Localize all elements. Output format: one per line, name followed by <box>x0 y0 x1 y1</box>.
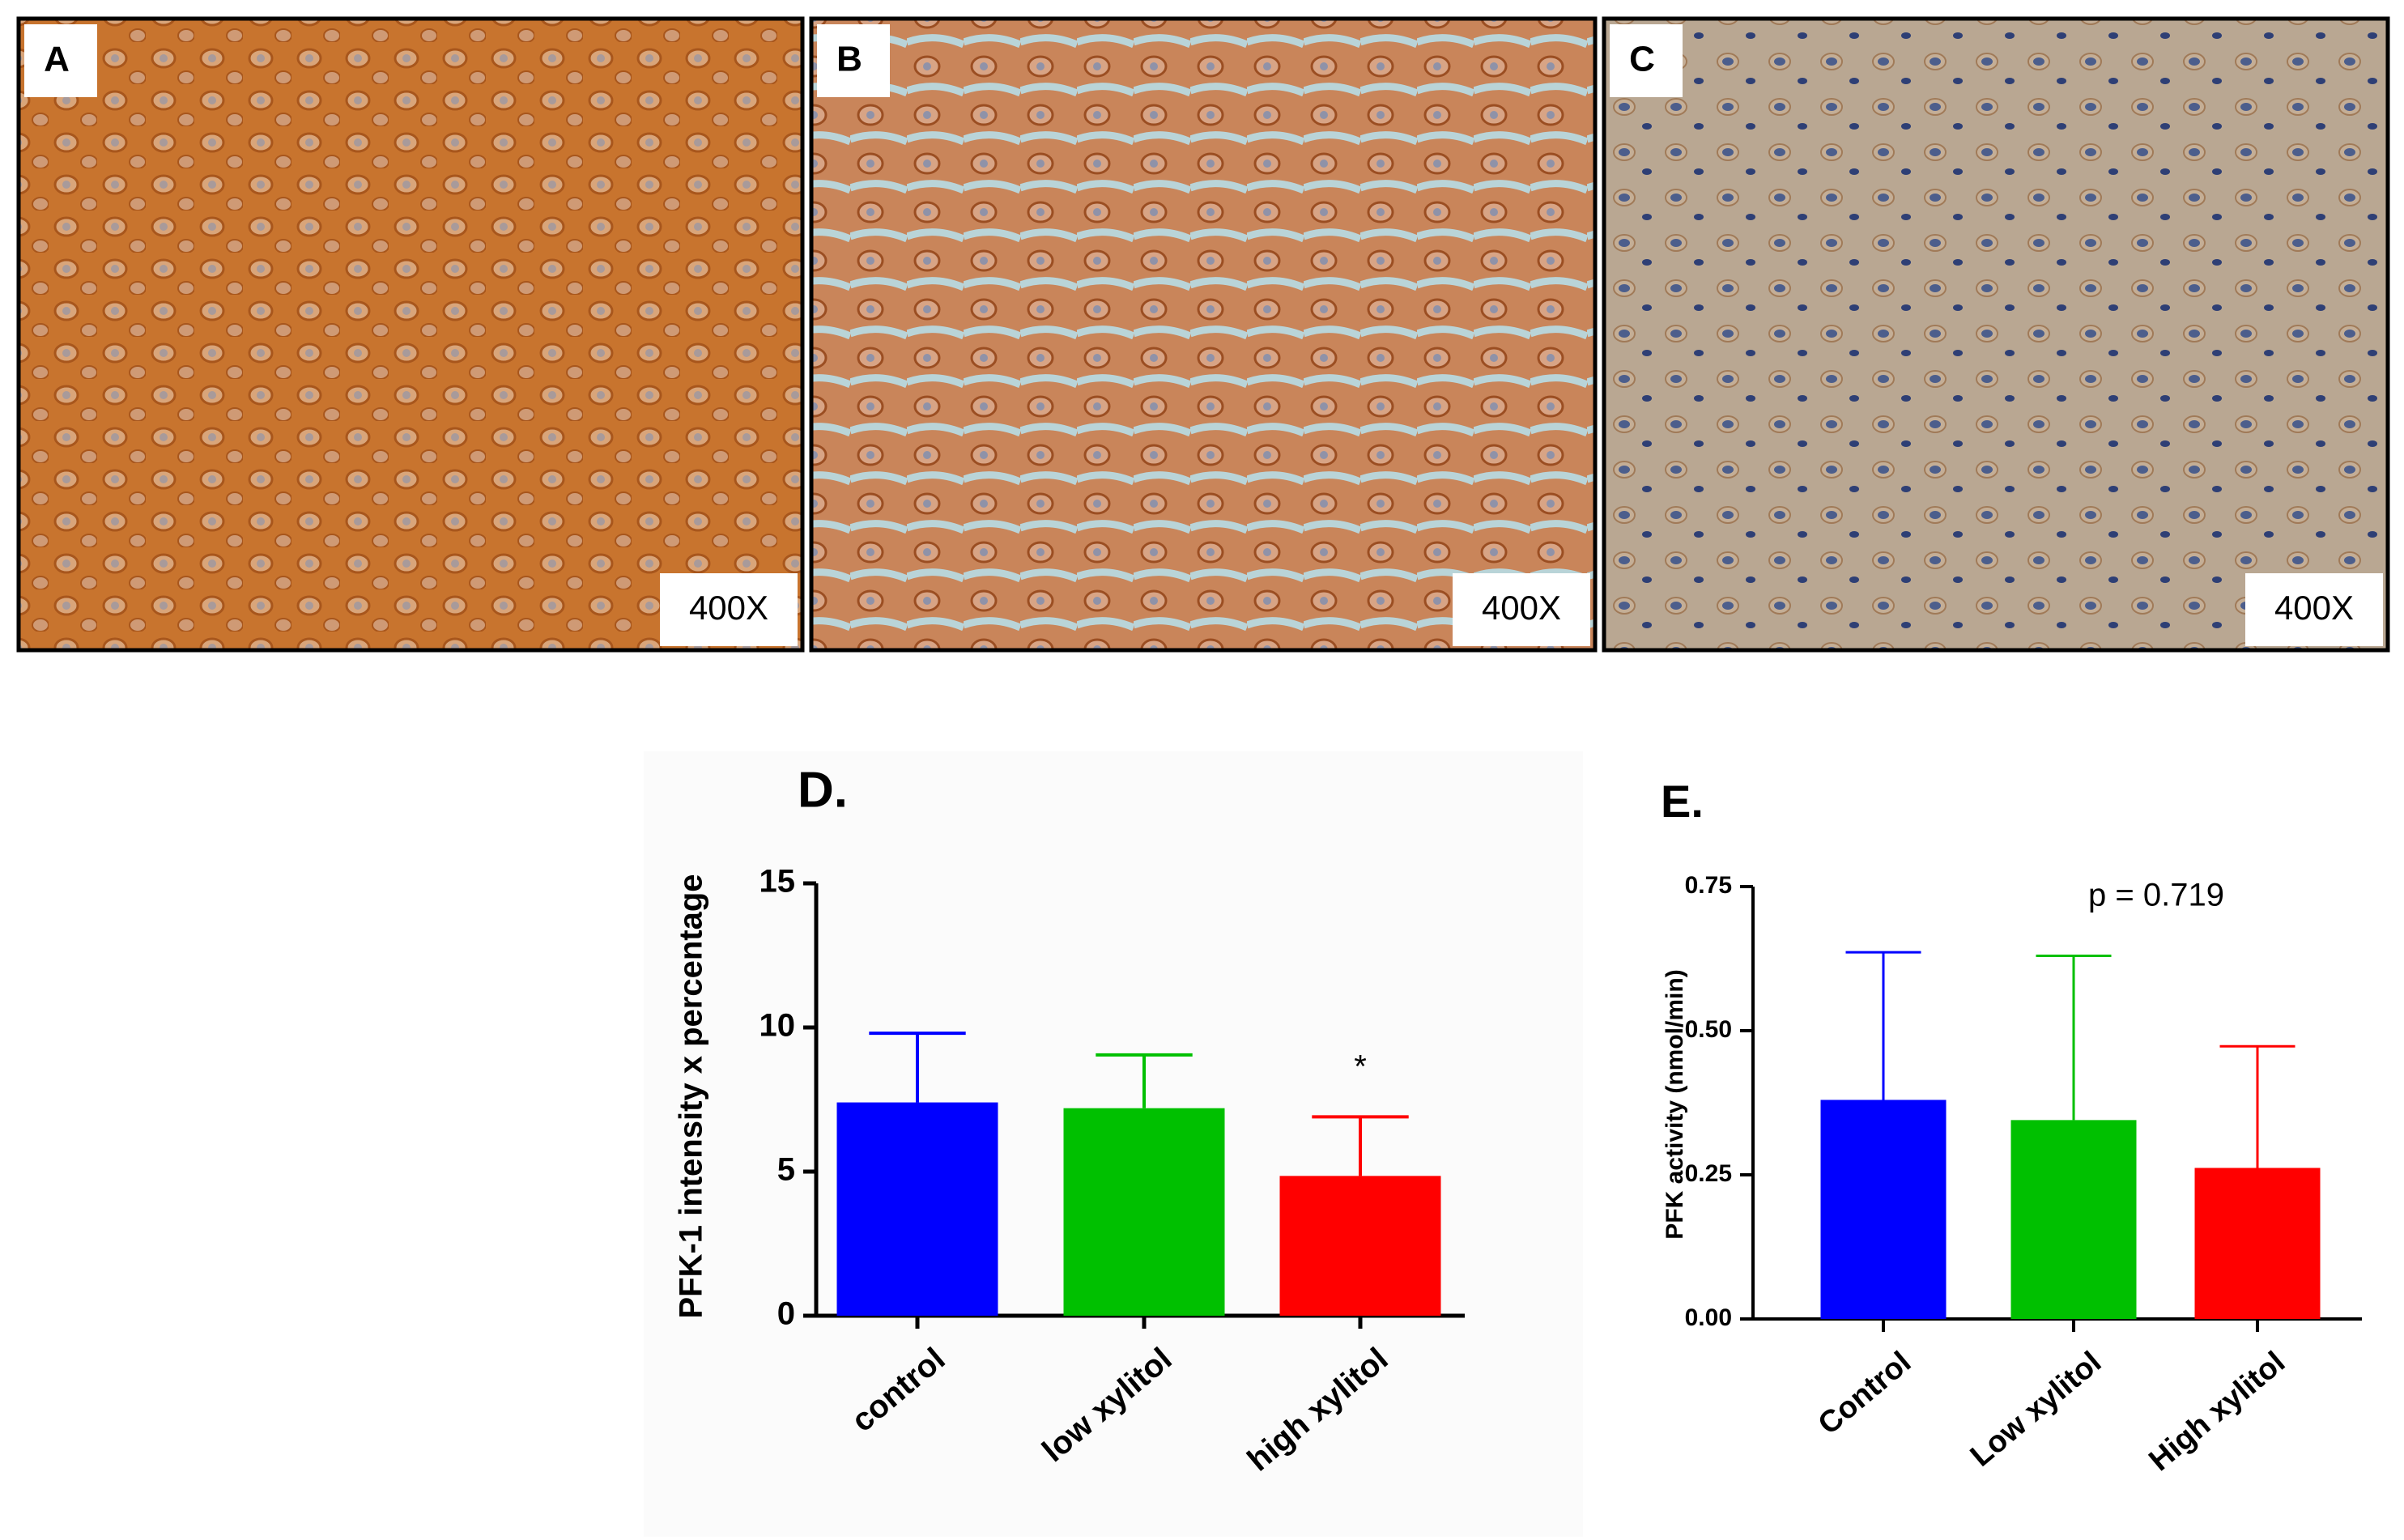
annotation: p = 0.719 <box>2088 878 2224 913</box>
panel-label: A <box>44 40 70 79</box>
label-box <box>1610 24 1683 97</box>
micrograph-b <box>809 16 1598 653</box>
y-tick-label: 0.00 <box>1685 1304 1732 1331</box>
chart-title: E. <box>1661 776 1704 827</box>
annotation: * <box>1354 1049 1367 1085</box>
y-tick-label: 0.50 <box>1685 1016 1732 1043</box>
x-tick-label: Low xylitol <box>1964 1345 2108 1473</box>
micrograph-panels: A B C 400X 400X 400X <box>16 16 2390 653</box>
magnification: 400X <box>2274 589 2354 627</box>
mag-box <box>2245 573 2383 646</box>
label-box <box>817 24 890 97</box>
panel-label: C <box>1629 40 1655 79</box>
y-axis-label: PFK activity (nmol/min) <box>1662 969 1688 1239</box>
magnification: 400X <box>689 589 768 627</box>
x-tick-label: Control <box>1812 1345 1917 1441</box>
micrograph-a <box>16 16 805 653</box>
magnification: 400X <box>1482 589 1561 627</box>
bar <box>2010 1120 2137 1319</box>
bar <box>2194 1168 2321 1319</box>
y-tick-label: 0.25 <box>1685 1160 1732 1187</box>
bar <box>1820 1100 1947 1319</box>
micrograph-c <box>1602 16 2390 653</box>
bar <box>1063 1108 1225 1316</box>
label-box <box>24 24 97 97</box>
y-tick-label: 10 <box>759 1008 796 1044</box>
chart-title: D. <box>798 762 848 818</box>
y-tick-label: 15 <box>759 864 796 900</box>
y-tick-label: 5 <box>777 1152 795 1188</box>
y-tick-label: 0 <box>777 1296 795 1332</box>
x-tick-label: High xylitol <box>2142 1345 2291 1478</box>
y-tick-label: 0.75 <box>1685 872 1732 899</box>
bar <box>1279 1176 1441 1316</box>
y-axis-label: PFK-1 intensity x percentage <box>674 874 709 1318</box>
panel-label: B <box>836 40 862 79</box>
mag-box <box>660 573 798 646</box>
mag-box <box>1453 573 1590 646</box>
bar <box>836 1102 998 1316</box>
